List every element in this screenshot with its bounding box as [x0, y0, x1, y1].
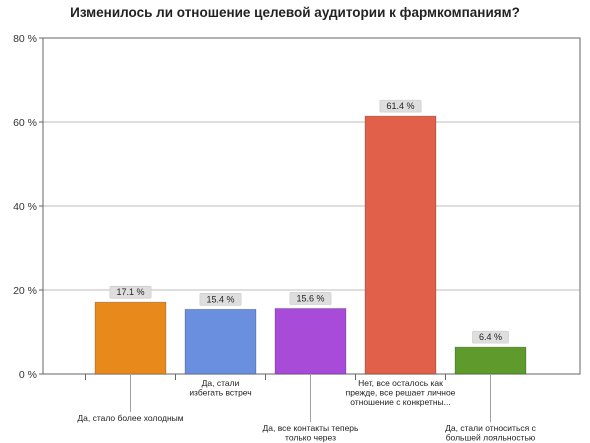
bar	[94, 301, 167, 375]
y-tick-label: 80 %	[13, 33, 37, 45]
data-label-box	[289, 292, 332, 305]
data-label: 6.4 %	[479, 332, 502, 342]
bar	[184, 308, 257, 375]
y-tick-label: 60 %	[13, 117, 37, 129]
x-axis-categories: Да, стало более холодным Да, стали избегат…	[77, 375, 542, 443]
data-label-box	[109, 285, 152, 299]
chart-title: Изменилось ли отношение целевой аудитори…	[70, 5, 520, 20]
bar	[364, 115, 437, 375]
data-label-box	[472, 330, 509, 344]
bar	[454, 346, 527, 375]
data-label: 15.6 %	[296, 293, 324, 303]
data-label: 15.4 %	[206, 294, 234, 304]
category-label: Да, стало более холодным	[77, 413, 183, 423]
data-label-box	[199, 293, 242, 306]
category-label: Нет, все осталось как прежде, все решает …	[346, 378, 456, 407]
data-label-box	[379, 99, 422, 113]
data-label: 17.1 %	[116, 287, 144, 297]
bar	[274, 308, 347, 375]
data-labels: 17.1 % 15.4 % 15.6 % 61.4 % 6.4 %	[109, 99, 509, 344]
y-tick-label: 20 %	[13, 285, 37, 297]
category-label: Да, стали избегать встреч	[189, 378, 251, 398]
y-tick-label: 0 %	[19, 369, 37, 381]
bars	[94, 115, 527, 375]
category-label: Да, стали относиться с большей лояльность…	[439, 423, 543, 443]
data-label: 61.4 %	[386, 101, 414, 111]
y-tick-label: 40 %	[13, 201, 37, 213]
